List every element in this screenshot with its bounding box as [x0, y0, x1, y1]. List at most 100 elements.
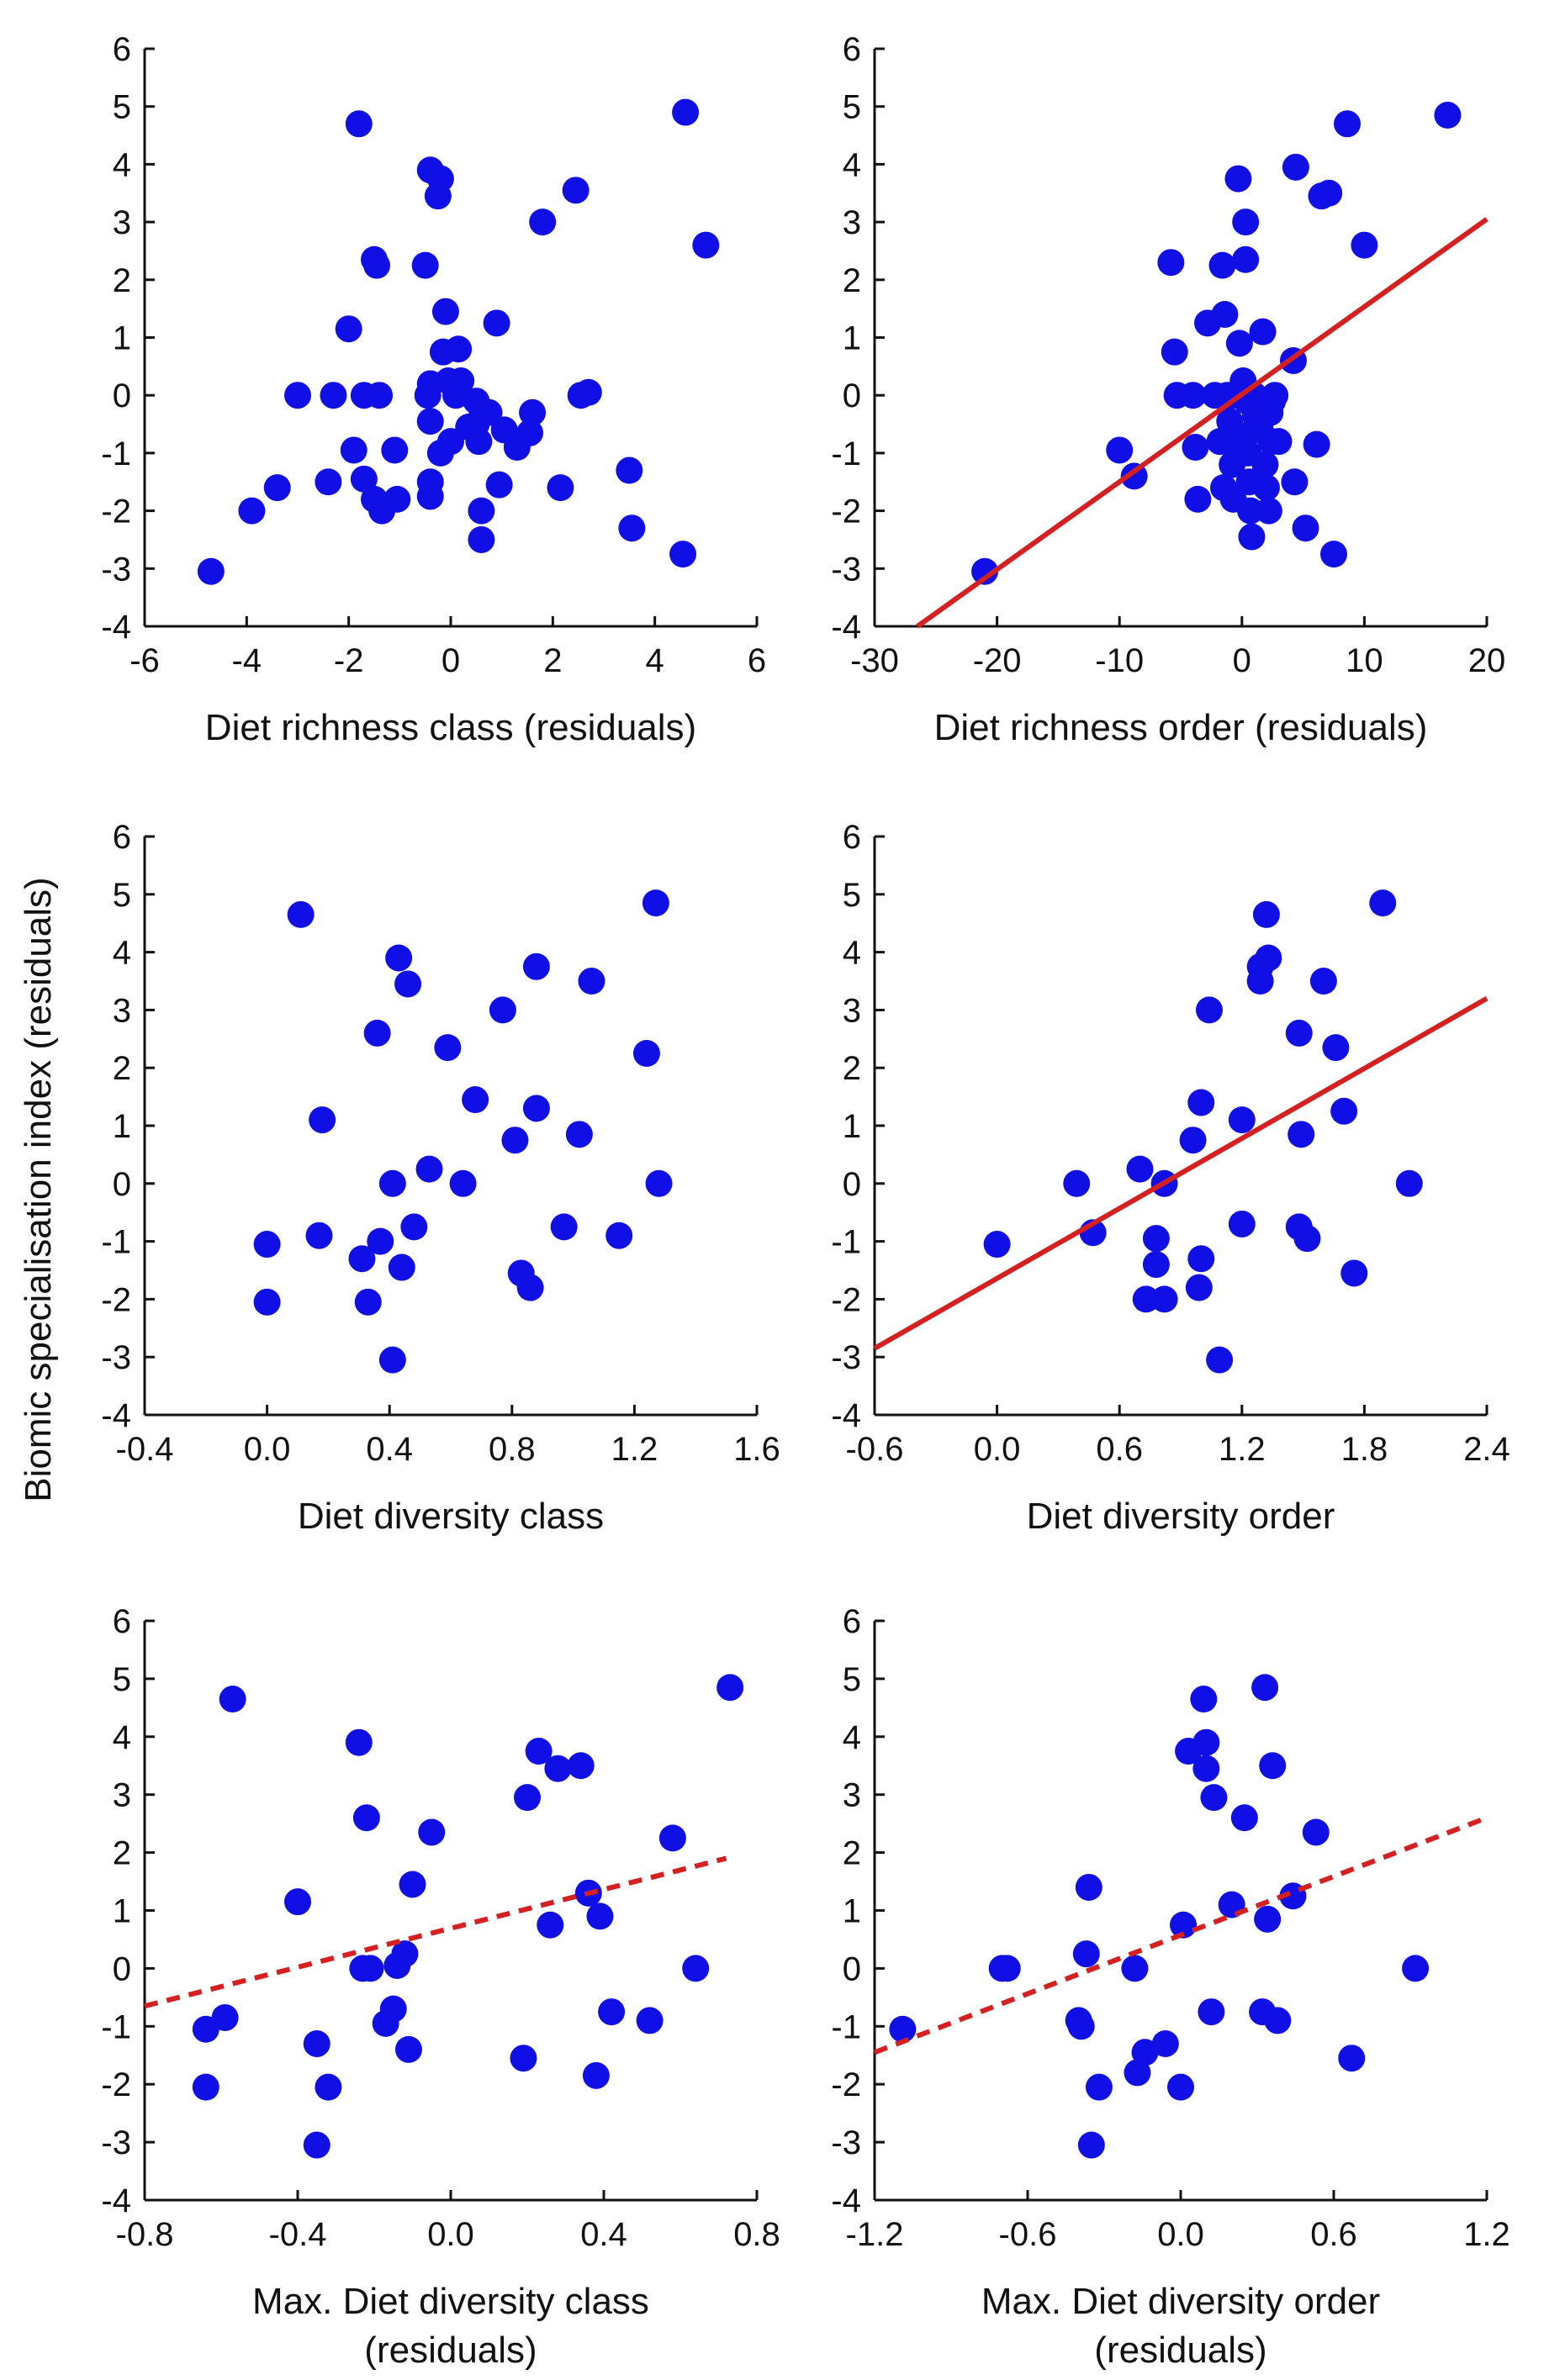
data-point — [582, 2061, 610, 2089]
data-point — [447, 367, 475, 395]
x-tick-label: 6 — [748, 642, 766, 679]
x-tick-label: 2 — [543, 642, 562, 679]
data-point — [1251, 1674, 1279, 1702]
data-point — [305, 1222, 333, 1249]
y-tick-label: -1 — [101, 1224, 131, 1261]
x-tick-label: -0.4 — [269, 2216, 327, 2253]
data-point — [1228, 1106, 1256, 1134]
data-point — [1434, 102, 1462, 129]
y-tick-label: 6 — [843, 819, 861, 856]
data-point — [1179, 1127, 1207, 1154]
data-point — [253, 1231, 281, 1259]
y-tick-label: 5 — [843, 1661, 861, 1698]
y-tick-label: -2 — [101, 2066, 131, 2103]
data-point — [605, 1222, 633, 1249]
y-tick-label: -2 — [831, 2066, 861, 2103]
data-point — [1208, 251, 1236, 279]
y-tick-label: 1 — [113, 1893, 131, 1930]
y-tick-label: 3 — [113, 992, 131, 1029]
y-tick-label: -3 — [831, 551, 861, 588]
data-point — [1072, 1940, 1100, 1968]
y-tick-label: 3 — [843, 992, 861, 1029]
data-point — [348, 1245, 376, 1273]
data-point — [1232, 208, 1260, 236]
x-tick-label: 10 — [1346, 642, 1383, 679]
data-point — [416, 408, 444, 435]
data-point — [357, 1955, 384, 1982]
y-tick-label: 4 — [113, 1719, 131, 1756]
data-point — [1200, 1784, 1228, 1812]
y-tick-label: -1 — [101, 2008, 131, 2045]
data-point — [366, 382, 394, 409]
x-axis-label: Diet diversity order — [1027, 1496, 1335, 1537]
data-point — [669, 541, 697, 568]
x-tick-label: -4 — [232, 642, 262, 679]
y-tick-label: 0 — [113, 377, 131, 414]
chart-panel-diversity-class: -4 -3 -2 -1 0 1 2 3 4 5 6 -0.4 0.0 0.4 0.8 1.2 1.6 Diet d… — [101, 819, 780, 1537]
data-point — [1121, 1955, 1149, 1982]
y-tick-label: -4 — [831, 1397, 861, 1434]
data-point — [1170, 1911, 1198, 1939]
y-tick-label: 3 — [843, 204, 861, 241]
x-tick-label: 0.6 — [1310, 2216, 1357, 2253]
data-point — [1320, 541, 1347, 568]
y-tick-label: 6 — [843, 1603, 861, 1640]
y-tick-label: 2 — [843, 1050, 861, 1087]
data-point — [889, 2015, 917, 2043]
data-point — [284, 1888, 311, 1916]
data-point — [1179, 382, 1207, 409]
x-tick-label: 1.6 — [733, 1431, 780, 1468]
y-tick-label: -4 — [101, 2182, 131, 2219]
y-tick-label: -2 — [831, 1281, 861, 1318]
data-point — [381, 436, 409, 464]
y-tick-label: 4 — [843, 1719, 861, 1756]
data-point — [993, 1955, 1021, 1982]
data-point — [1322, 1034, 1350, 1062]
data-point — [1075, 1873, 1102, 1901]
data-point — [415, 1155, 443, 1183]
data-point — [550, 1213, 578, 1241]
data-point — [618, 515, 646, 542]
data-point — [1161, 338, 1188, 366]
data-point — [303, 2029, 330, 2057]
data-point — [1228, 1210, 1256, 1237]
data-point — [383, 485, 411, 513]
data-point — [1211, 301, 1239, 329]
data-point — [1224, 165, 1252, 193]
data-point — [385, 944, 413, 972]
data-point — [510, 2045, 537, 2072]
data-point — [394, 970, 422, 998]
y-tick-label: 0 — [843, 1166, 861, 1203]
x-tick-label: 1.2 — [611, 1431, 658, 1468]
data-point — [1402, 1955, 1430, 1982]
data-point — [192, 2073, 219, 2101]
y-tick-label: -4 — [101, 1397, 131, 1434]
data-point — [547, 474, 574, 502]
data-point — [1157, 249, 1185, 277]
data-point — [354, 1288, 382, 1316]
x-tick-label: -0.6 — [999, 2216, 1057, 2253]
data-point — [971, 557, 999, 585]
x-tick-label: 1.2 — [1219, 1431, 1266, 1468]
data-point — [519, 398, 547, 426]
y-tick-label: 2 — [843, 262, 861, 299]
data-point — [562, 177, 590, 204]
shared-y-axis-label: Biomic specialisation index (residuals) — [18, 877, 59, 1501]
data-point — [399, 1871, 426, 1898]
data-point — [636, 2007, 664, 2034]
x-tick-label: 0 — [442, 642, 460, 679]
x-axis-label: Diet diversity class — [298, 1496, 604, 1537]
data-point — [197, 557, 225, 585]
data-point — [716, 1674, 744, 1702]
y-tick-label: 1 — [843, 1108, 861, 1145]
x-tick-label: 1.8 — [1341, 1431, 1388, 1468]
data-point — [345, 110, 373, 138]
data-point — [391, 1940, 419, 1968]
y-tick-label: 1 — [113, 1108, 131, 1145]
y-tick-label: 2 — [113, 1835, 131, 1872]
data-point — [485, 471, 513, 499]
data-point — [616, 456, 643, 484]
data-point — [1282, 153, 1309, 181]
y-tick-label: 0 — [843, 377, 861, 414]
